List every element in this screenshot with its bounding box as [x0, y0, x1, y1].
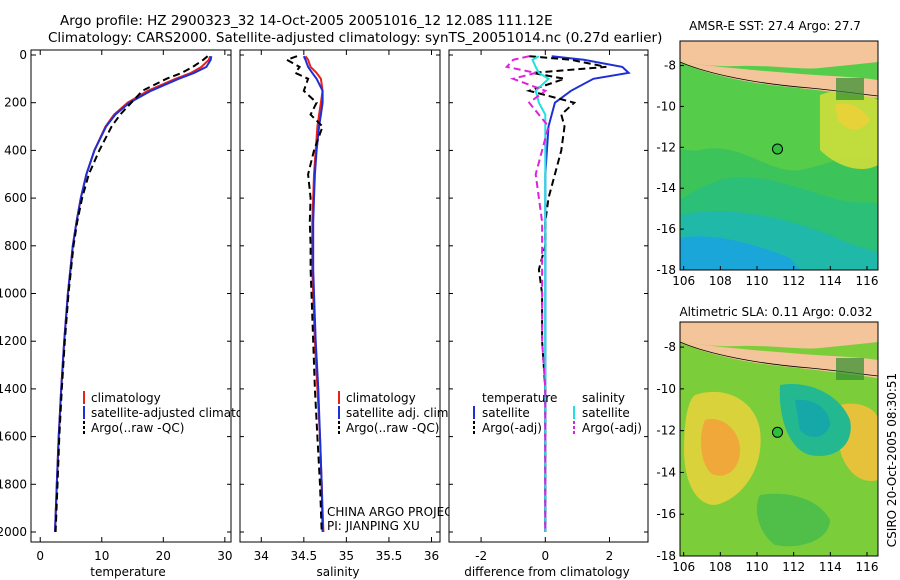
y-tick-label: 400 [4, 143, 27, 157]
figure-title-line2: Climatology: CARS2000. Satellite-adjuste… [48, 30, 662, 46]
sla-lon-ticks: 106 108 110 112 114 116 [672, 552, 878, 574]
series-line-salinity-satellite [531, 55, 551, 532]
legend-label-climatology: climatology [91, 391, 161, 405]
lat-tick-label: -8 [664, 59, 676, 73]
x-tick-label: 34.5 [290, 549, 317, 563]
lon-tick-label: 112 [782, 274, 805, 288]
lat-tick-label: -18 [656, 549, 676, 563]
credit-timestamp: CSIRO 20-Oct-2005 08:30:51 [885, 373, 899, 547]
x-tick-label: 30 [217, 549, 232, 563]
temperature-legend: climatology satellite-adjusted climatolo… [83, 391, 269, 435]
x-tick-label: 35.5 [376, 549, 403, 563]
difference-axis-label: difference from climatology [464, 565, 630, 579]
lat-tick-label: -10 [656, 382, 676, 396]
x-tick-label: 34 [254, 549, 269, 563]
salinity-axis-ticks: 34 34.5 35 35.5 36 [240, 50, 440, 563]
salinity-legend: climatology satellite adj. clim. Argo(..… [338, 391, 452, 435]
lat-tick-label: -16 [656, 222, 676, 236]
lon-tick-label: 110 [746, 274, 769, 288]
series-line-satellite-adj-clim [302, 55, 324, 533]
y-tick-label: 200 [4, 96, 27, 110]
y-tick-label: 1200 [0, 334, 27, 348]
sst-lon-ticks: 106 108 110 112 114 116 [672, 266, 878, 288]
difference-legend: temperature satellite Argo(-adj) salinit… [473, 391, 642, 435]
series-line-salinity-argo-adj [504, 55, 550, 532]
y-tick-label: 600 [4, 191, 27, 205]
x-tick-label: 0 [36, 549, 44, 563]
salinity-series [284, 55, 325, 533]
salinity-panel: 34 34.5 35 35.5 36 salinity climatology sate… [239, 49, 461, 579]
temperature-axis-ticks: 0 10 20 30 [36, 50, 232, 563]
y-tick-label: 1600 [0, 430, 27, 444]
sla-map-title: Altimetric SLA: 0.11 Argo: 0.032 [679, 305, 872, 319]
x-tick-label: 10 [94, 549, 109, 563]
sst-map-field [680, 41, 878, 270]
y-tick-label: 2000 [0, 525, 27, 539]
legend-heading-salinity: salinity [582, 391, 625, 405]
legend-label-climatology: climatology [346, 391, 416, 405]
sla-lat-ticks: -8 -10 -12 -14 -16 -18 [656, 340, 684, 563]
figure-title-line1: Argo profile: HZ 2900323_32 14-Oct-2005 … [60, 13, 553, 29]
x-tick-label: 2 [606, 549, 614, 563]
series-line-argo-raw-qc [284, 55, 324, 533]
lat-tick-label: -14 [656, 465, 676, 479]
x-tick-label: 0 [541, 549, 549, 563]
lat-tick-label: -12 [656, 140, 676, 154]
salinity-axis-label: salinity [316, 565, 359, 579]
y-tick-label: 1400 [0, 382, 27, 396]
sst-argo-location-marker [772, 143, 783, 155]
difference-panel: -2 0 2 difference from climatology tempera… [448, 49, 649, 579]
lat-tick-label: -18 [656, 263, 676, 277]
lon-tick-label: 112 [782, 560, 805, 574]
sst-map-panel: AMSR-E SST: 27.4 Argo: 27.7 106 108 110 112… [656, 19, 879, 288]
lon-tick-label: 108 [709, 274, 732, 288]
lat-tick-label: -12 [656, 424, 676, 438]
temperature-panel: 0 200 400 600 800 1000 1200 1400 1600 1800 2000 0 1… [0, 48, 269, 579]
x-tick-label: -2 [475, 549, 487, 563]
sla-map-field [680, 322, 878, 556]
difference-axis-ticks: -2 0 2 [449, 50, 648, 563]
legend-label-sal-satellite: satellite [582, 406, 630, 420]
lat-tick-label: -10 [656, 99, 676, 113]
sla-map-panel: Altimetric SLA: 0.11 Argo: 0.032 106 108 1… [656, 305, 879, 574]
legend-label-argo: Argo(..raw -QC) [91, 421, 184, 435]
lon-tick-label: 116 [856, 274, 879, 288]
y-tick-label: 1800 [0, 477, 27, 491]
lon-tick-label: 106 [672, 560, 695, 574]
sla-argo-location-marker [772, 426, 783, 438]
sst-lat-ticks: -8 -10 -12 -14 -16 -18 [656, 59, 684, 277]
project-annotation-line1: CHINA ARGO PROJECT [327, 505, 461, 519]
legend-label-argo: Argo(..raw -QC) [346, 421, 439, 435]
x-tick-label: 20 [156, 549, 171, 563]
lat-tick-label: -14 [656, 181, 676, 195]
lon-tick-label: 116 [856, 560, 879, 574]
legend-label-temp-satellite: satellite [482, 406, 530, 420]
legend-label-satellite: satellite-adjusted climatology [91, 406, 269, 420]
series-line-argo-raw-qc [54, 55, 209, 533]
legend-label-temp-argo: Argo(-adj) [482, 421, 542, 435]
temperature-series [54, 55, 213, 533]
y-tick-label: 0 [19, 48, 27, 62]
x-tick-label: 36 [424, 549, 439, 563]
difference-series [504, 55, 631, 532]
lat-tick-label: -8 [664, 340, 676, 354]
depth-axis-ticks: 0 200 400 600 800 1000 1200 1400 1600 1800 2000 [0, 48, 36, 539]
lat-tick-label: -16 [656, 507, 676, 521]
project-annotation-line2: PI: JIANPING XU [327, 519, 420, 533]
lon-tick-label: 114 [819, 560, 842, 574]
legend-heading-temperature: temperature [482, 391, 557, 405]
legend-label-satellite: satellite adj. clim. [346, 406, 452, 420]
y-tick-label: 1000 [0, 287, 27, 301]
temperature-axis-label: temperature [90, 565, 165, 579]
y-tick-label: 800 [4, 239, 27, 253]
series-line-temperature-argo-adj [525, 55, 607, 532]
sst-map-title: AMSR-E SST: 27.4 Argo: 27.7 [689, 19, 861, 33]
x-tick-label: 35 [339, 549, 354, 563]
lon-tick-label: 114 [819, 274, 842, 288]
legend-label-sal-argo: Argo(-adj) [582, 421, 642, 435]
lon-tick-label: 110 [746, 560, 769, 574]
lon-tick-label: 108 [709, 560, 732, 574]
lon-tick-label: 106 [672, 274, 695, 288]
